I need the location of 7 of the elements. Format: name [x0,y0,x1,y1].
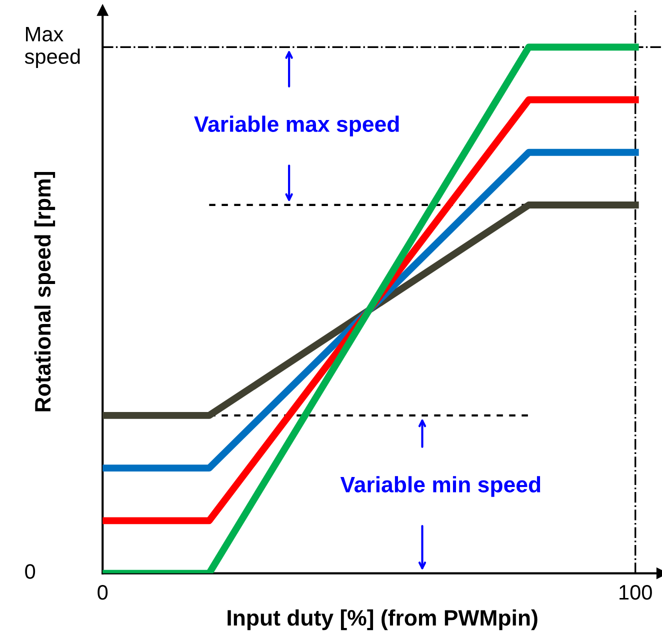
annotation: Variable max speed [194,116,399,136]
ref-line-label: Max speed [24,26,80,68]
annotation: Variable min speed [340,476,540,497]
y-axis-title: Rotational speed [rpm] [34,172,56,412]
text: 0 [25,564,36,579]
x-tick-label: 100 [620,584,652,600]
x-axis-title: Input duty [%] (from PWMpin) [228,609,538,630]
